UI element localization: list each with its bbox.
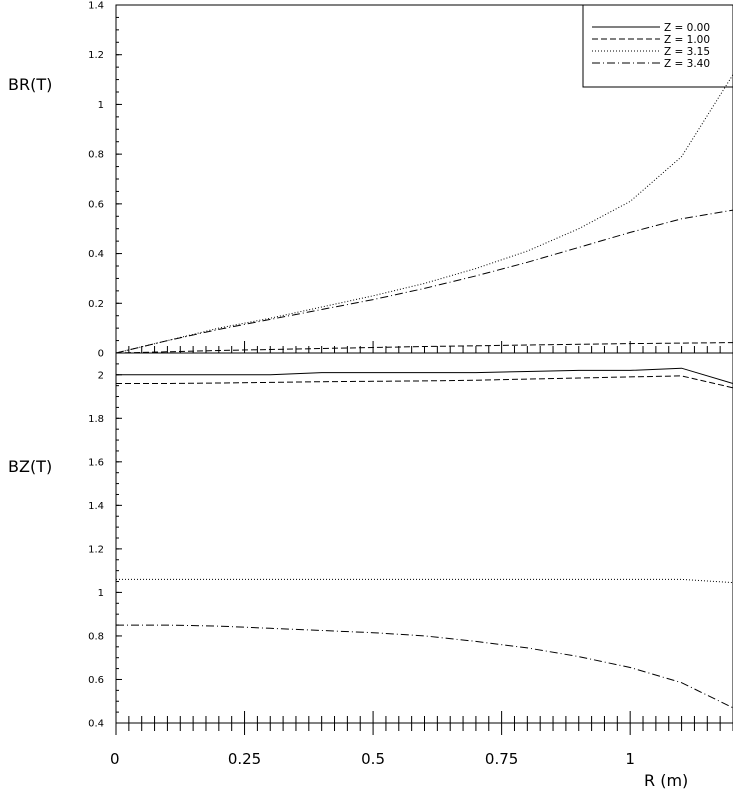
br-series-dotted bbox=[115, 74, 733, 354]
br-ytick-label-2: 0.4 bbox=[88, 249, 104, 260]
curves-layer bbox=[115, 74, 733, 709]
bz-ytick-label-3: 1 bbox=[98, 588, 104, 599]
bz-ytick-label-5: 1.4 bbox=[88, 501, 104, 512]
top-panel-frame bbox=[115, 4, 733, 354]
bottom-panel-frame bbox=[115, 352, 733, 724]
br-ytick-label-4: 0.8 bbox=[88, 150, 104, 161]
bz-ytick-label-1: 0.6 bbox=[88, 675, 104, 686]
br-series-dashed bbox=[115, 342, 733, 354]
legend-label-z340: Z = 3.40 bbox=[664, 58, 710, 70]
bz-series-dotted bbox=[116, 578, 733, 584]
legend-box bbox=[582, 4, 733, 88]
bz-series-dashdot bbox=[116, 624, 733, 709]
bz-ytick-label-0: 0.4 bbox=[88, 719, 104, 730]
xtick-label-0: 0 bbox=[110, 750, 120, 768]
br-ytick-label-3: 0.6 bbox=[88, 199, 104, 210]
bz-ytick-label-7: 1.8 bbox=[88, 414, 104, 425]
legend: Z = 0.00 Z = 1.00 Z = 3.15 Z = 3.40 bbox=[582, 4, 733, 88]
bz-series-solid bbox=[116, 367, 733, 384]
legend-label-z000: Z = 0.00 bbox=[664, 22, 710, 34]
legend-label-z100: Z = 1.00 bbox=[664, 34, 710, 46]
bz-ytick-label-6: 1.6 bbox=[88, 457, 104, 468]
ticks-layer: 0 0.2 0.4 0.6 0.8 1 1.2 1.4 0.4 0.6 0.8 1 1.2 1.4 1.6 1… bbox=[88, 1, 733, 768]
xlabel: R (m) bbox=[644, 771, 688, 790]
br-ytick-label-6: 1.2 bbox=[88, 50, 104, 61]
br-ytick-label-5: 1 bbox=[98, 100, 104, 111]
bz-ytick-label-4: 1.2 bbox=[88, 544, 104, 555]
br-ytick-label-0: 0 bbox=[98, 349, 104, 360]
bz-ytick-label-2: 0.8 bbox=[88, 631, 104, 642]
top-ylabel: BR(T) bbox=[8, 75, 52, 94]
xtick-label-2: 0.5 bbox=[361, 750, 385, 768]
xtick-label-4: 1 bbox=[625, 750, 635, 768]
xtick-label-3: 0.75 bbox=[485, 750, 518, 768]
xtick-label-1: 0.25 bbox=[228, 750, 261, 768]
bottom-ylabel: BZ(T) bbox=[8, 457, 52, 476]
br-ytick-label-1: 0.2 bbox=[88, 299, 104, 310]
legend-label-z315: Z = 3.15 bbox=[664, 46, 710, 58]
br-ytick-label-7: 1.4 bbox=[88, 1, 104, 12]
bz-ytick-label-8: 2 bbox=[98, 370, 104, 381]
bz-series-dashed bbox=[116, 375, 733, 389]
br-series-dashdot bbox=[115, 209, 733, 354]
